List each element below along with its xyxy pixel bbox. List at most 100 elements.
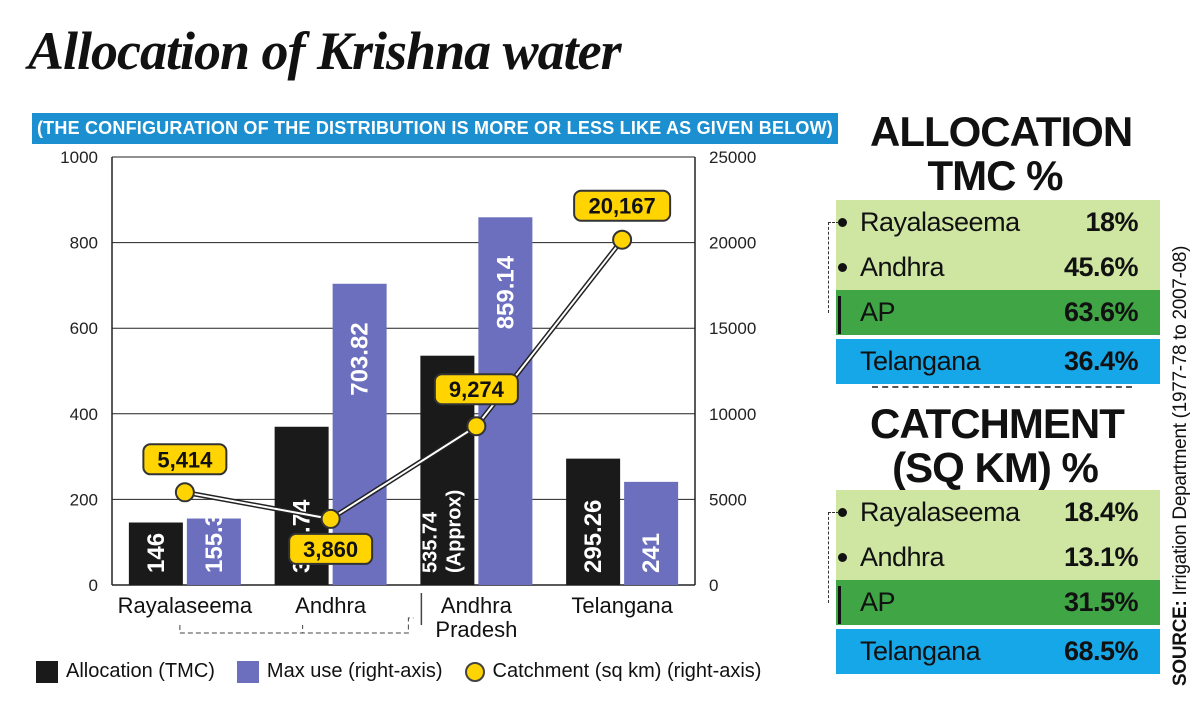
catchment-row-ap: AP 31.5%	[836, 580, 1160, 625]
catchment-pct: 31.5%	[1063, 587, 1139, 617]
source-label: SOURCE:	[1170, 600, 1191, 686]
allocation-heading-line1: ALLOCATION	[870, 108, 1133, 155]
bar-label-allocation: 535.74	[419, 511, 441, 573]
bar-label-max-use: 155.32	[201, 500, 228, 573]
y-tick-left: 600	[70, 319, 98, 338]
bar-label-max-use: 703.82	[347, 322, 374, 395]
allocation-name: Andhra	[860, 252, 945, 282]
bracket-connector	[828, 512, 839, 603]
catchment-point	[174, 482, 195, 503]
y-tick-left: 0	[89, 576, 98, 595]
bar-max-use	[624, 481, 679, 585]
catchment-line-outline	[184, 238, 625, 522]
x-tick-label: Rayalaseema	[118, 593, 253, 618]
bar-label-allocation: 146	[143, 533, 170, 573]
allocation-pct: 45.6%	[1063, 252, 1139, 282]
catchment-label-box	[288, 532, 374, 565]
catchment-label: 9,274	[449, 377, 505, 402]
catchment-row-rayalaseema: Rayalaseema 18.4%	[836, 490, 1160, 535]
allocation-row-telangana: Telangana 36.4%	[836, 339, 1160, 384]
legend-allocation: Allocation (TMC)	[36, 660, 215, 683]
allocation-row-rayalaseema: Rayalaseema 18%	[836, 200, 1160, 245]
catchment-point	[612, 229, 633, 250]
bar-allocation	[566, 458, 621, 585]
y-tick-right: 15000	[709, 319, 756, 338]
bullet-icon	[838, 553, 847, 562]
catchment-name: Rayalaseema	[860, 497, 1020, 527]
allocation-heading-line2: TMC %	[927, 152, 1064, 199]
chart-legend: Allocation (TMC) Max use (right-axis) Ca…	[36, 660, 783, 683]
catchment-pct: 18.4%	[1063, 497, 1139, 527]
chart-title: Allocation of Krishna water	[28, 21, 622, 81]
bracket-connector	[828, 222, 839, 313]
catchment-heading-line1: CATCHMENT	[870, 400, 1125, 447]
bar-label-max-use: 859.14	[492, 255, 519, 329]
catchment-name: AP	[860, 587, 896, 617]
legend-max-use: Max use (right-axis)	[236, 660, 443, 683]
y-tick-right: 10000	[709, 405, 756, 424]
catchment-label-box	[142, 443, 228, 476]
y-tick-right: 20000	[709, 234, 756, 253]
catchment-table: Rayalaseema 18.4% Andhra 13.1% AP 31.5% …	[828, 490, 1160, 674]
legend-allocation-label: Allocation (TMC)	[66, 660, 215, 682]
bar-label-allocation: 295.26	[580, 500, 607, 573]
bullet-icon	[838, 263, 847, 272]
catchment-line	[184, 239, 623, 520]
catchment-name: Telangana	[860, 636, 981, 666]
bullet-icon	[838, 218, 847, 227]
y-tick-right: 5000	[709, 490, 747, 509]
catchment-label-box	[573, 189, 672, 222]
x-tick-label: Andhra	[295, 593, 367, 618]
bracket-bar	[838, 296, 841, 334]
x-tick-label: Pradesh	[435, 617, 517, 642]
bar-label-max-use: 241	[638, 533, 665, 573]
legend-max-use-swatch	[236, 660, 259, 683]
y-tick-right: 0	[709, 576, 718, 595]
catchment-label: 3,860	[303, 537, 358, 562]
catchment-pct: 68.5%	[1063, 636, 1139, 666]
allocation-pct: 18%	[1085, 207, 1138, 237]
y-tick-right: 25000	[709, 148, 756, 167]
legend-catchment-label: Catchment (sq km) (right-axis)	[492, 660, 762, 682]
catchment-row-telangana: Telangana 68.5%	[836, 629, 1160, 674]
legend-catchment-marker	[464, 661, 485, 682]
catchment-heading-line2: (SQ KM) %	[892, 444, 1099, 491]
catchment-point	[466, 416, 487, 437]
legend-max-use-label: Max use (right-axis)	[266, 660, 443, 682]
catchment-label: 5,414	[157, 447, 213, 472]
catchment-name: Andhra	[860, 542, 945, 572]
bar-allocation	[128, 522, 183, 585]
subtitle-banner: (THE CONFIGURATION OF THE DISTRIBUTION I…	[32, 113, 838, 144]
legend-catchment: Catchment (sq km) (right-axis)	[464, 660, 762, 683]
bar-max-use	[186, 518, 241, 585]
catchment-heading: CATCHMENT (SQ KM) %	[870, 400, 1125, 491]
bar-label-allocation: (Approx)	[443, 490, 465, 573]
allocation-row-ap: AP 63.6%	[836, 290, 1160, 335]
allocation-pct: 63.6%	[1063, 297, 1139, 327]
y-tick-left: 800	[70, 234, 98, 253]
allocation-name: AP	[860, 297, 896, 327]
y-tick-left: 400	[70, 405, 98, 424]
allocation-name: Telangana	[860, 346, 981, 376]
y-tick-left: 200	[70, 490, 98, 509]
catchment-label-box	[433, 373, 519, 406]
source-text: Irrigation Department (1977-78 to 2007-0…	[1170, 245, 1191, 596]
x-tick-label: Andhra	[441, 593, 513, 618]
bar-line-chart: 0 0 200 5000 400 10000 600 15000 800 20000 1000 250…	[60, 148, 756, 642]
catchment-label: 20,167	[588, 194, 655, 219]
allocation-table: Rayalaseema 18% Andhra 45.6% AP 63.6% Te…	[828, 200, 1160, 384]
bullet-icon	[838, 508, 847, 517]
allocation-pct: 36.4%	[1063, 346, 1139, 376]
y-tick-left: 1000	[60, 148, 98, 167]
panel-separator	[872, 386, 1132, 388]
bracket-bar	[838, 586, 841, 624]
legend-allocation-swatch	[36, 660, 58, 683]
region-bracket	[179, 617, 414, 634]
allocation-name: Rayalaseema	[860, 207, 1020, 237]
source-note: SOURCE: Irrigation Department (1977-78 t…	[1170, 246, 1192, 686]
catchment-pct: 13.1%	[1063, 542, 1139, 572]
catchment-row-andhra: Andhra 13.1%	[836, 535, 1160, 580]
catchment-point	[320, 508, 341, 529]
allocation-row-andhra: Andhra 45.6%	[836, 245, 1160, 290]
allocation-heading: ALLOCATION TMC %	[870, 108, 1133, 199]
